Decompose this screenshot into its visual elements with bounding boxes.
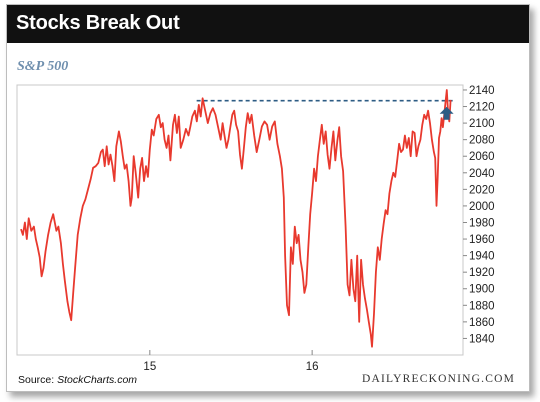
y-tick-label: 2140 (469, 85, 495, 97)
y-tick-label: 1920 (469, 267, 495, 279)
y-tick-label: 1900 (469, 284, 495, 296)
y-tick-label: 2000 (469, 201, 495, 213)
y-tick-label: 1840 (469, 333, 495, 345)
header-bar: Stocks Break Out (7, 5, 529, 43)
breakout-arrow-icon (439, 106, 454, 120)
x-axis: 15 16 (143, 350, 319, 373)
chart-subtitle: S&P 500 (17, 59, 69, 74)
y-axis: 1840 1860 1880 1900 1920 1940 1960 1980 2000 2020… (463, 85, 495, 345)
chart-card: Stocks Break Out S&P 500 15 16 1840 1860 18… (6, 4, 530, 392)
y-tick-label: 1960 (469, 234, 495, 246)
y-tick-label: 1880 (469, 300, 495, 312)
y-tick-label: 2120 (469, 102, 495, 114)
y-tick-label: 1940 (469, 251, 495, 263)
y-tick-label: 2100 (469, 118, 495, 130)
source-note: Source: StockCharts.com (18, 374, 137, 386)
y-tick-label: 2020 (469, 184, 495, 196)
line-chart: 15 16 18401860188019001920194019601980200… (16, 84, 495, 373)
y-tick-label: 2040 (469, 168, 495, 180)
y-tick-label: 1980 (469, 217, 495, 229)
y-tick-label: 1860 (469, 317, 495, 329)
brand-logo-text: DAILYRECKONING.COM (361, 373, 515, 385)
chart-title: Stocks Break Out (16, 12, 180, 34)
y-tick-label: 2060 (469, 151, 495, 163)
source-prefix: Source: (18, 374, 58, 386)
sp500-price-line (20, 89, 452, 348)
source-name: StockCharts.com (57, 374, 138, 386)
y-tick-label: 2080 (469, 135, 495, 147)
x-tick-label: 15 (143, 361, 156, 373)
plot-area-frame (16, 84, 464, 356)
x-tick-label: 16 (306, 361, 319, 373)
